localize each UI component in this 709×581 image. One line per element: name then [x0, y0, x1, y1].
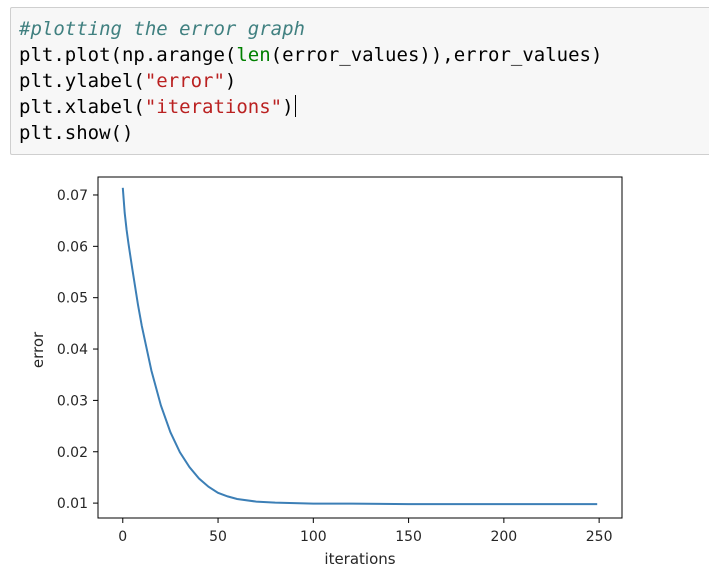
y-tick-label: 0.04: [57, 342, 88, 358]
code-token: plt.xlabel(: [19, 96, 145, 118]
code-token: "error": [144, 70, 225, 92]
y-tick-label: 0.03: [57, 393, 88, 409]
text-cursor: [294, 95, 296, 117]
plot-area-frame: [97, 176, 623, 519]
code-token: ): [282, 96, 294, 118]
x-tick-label: 50: [209, 529, 227, 545]
code-token: plt.show(): [19, 122, 134, 144]
x-tick-label: 100: [300, 529, 327, 545]
code-token: #plotting the error graph: [19, 18, 305, 40]
y-tick-label: 0.01: [57, 496, 88, 512]
code-line: plt.ylabel("error"): [19, 68, 602, 94]
code-token: plt.ylabel(: [19, 70, 145, 92]
code-line: #plotting the error graph: [19, 16, 602, 42]
y-tick-label: 0.02: [57, 445, 88, 461]
y-tick-label: 0.07: [57, 188, 88, 204]
x-tick-label: 200: [490, 529, 517, 545]
y-axis: 0.01 0.02 0.03 0.04 0.05 0.06 0.07: [57, 188, 98, 512]
y-axis-label: error: [29, 331, 47, 368]
code-editor[interactable]: #plotting the error graph plt.plot(np.ara…: [19, 16, 602, 146]
code-line: plt.xlabel("iterations"): [19, 94, 602, 120]
code-token: "iterations": [144, 96, 283, 118]
code-line: plt.show(): [19, 120, 602, 146]
plot-output: 0 50 100 150 200 250 0.01 0.02 0.03 0.04 0.05 0.06…: [0, 165, 709, 581]
y-tick-label: 0.05: [57, 291, 88, 307]
code-token: (error_values)),error_values): [270, 44, 603, 66]
x-tick-label: 250: [586, 529, 613, 545]
code-cell[interactable]: #plotting the error graph plt.plot(np.ara…: [10, 7, 709, 155]
code-token: len: [236, 44, 271, 66]
x-tick-label: 150: [395, 529, 422, 545]
x-axis-label: iterations: [324, 550, 395, 568]
error-series-line: [121, 187, 598, 506]
x-axis: 0 50 100 150 200 250: [118, 518, 613, 545]
y-tick-label: 0.06: [57, 239, 88, 255]
x-tick-label: 0: [118, 529, 127, 545]
code-line: plt.plot(np.arange(len(error_values)),er…: [19, 42, 602, 68]
code-token: ): [224, 70, 237, 92]
code-token: plt.plot(np.arange(: [19, 44, 237, 66]
error-line-chart: 0 50 100 150 200 250 0.01 0.02 0.03 0.04 0.05 0.06…: [29, 176, 623, 568]
